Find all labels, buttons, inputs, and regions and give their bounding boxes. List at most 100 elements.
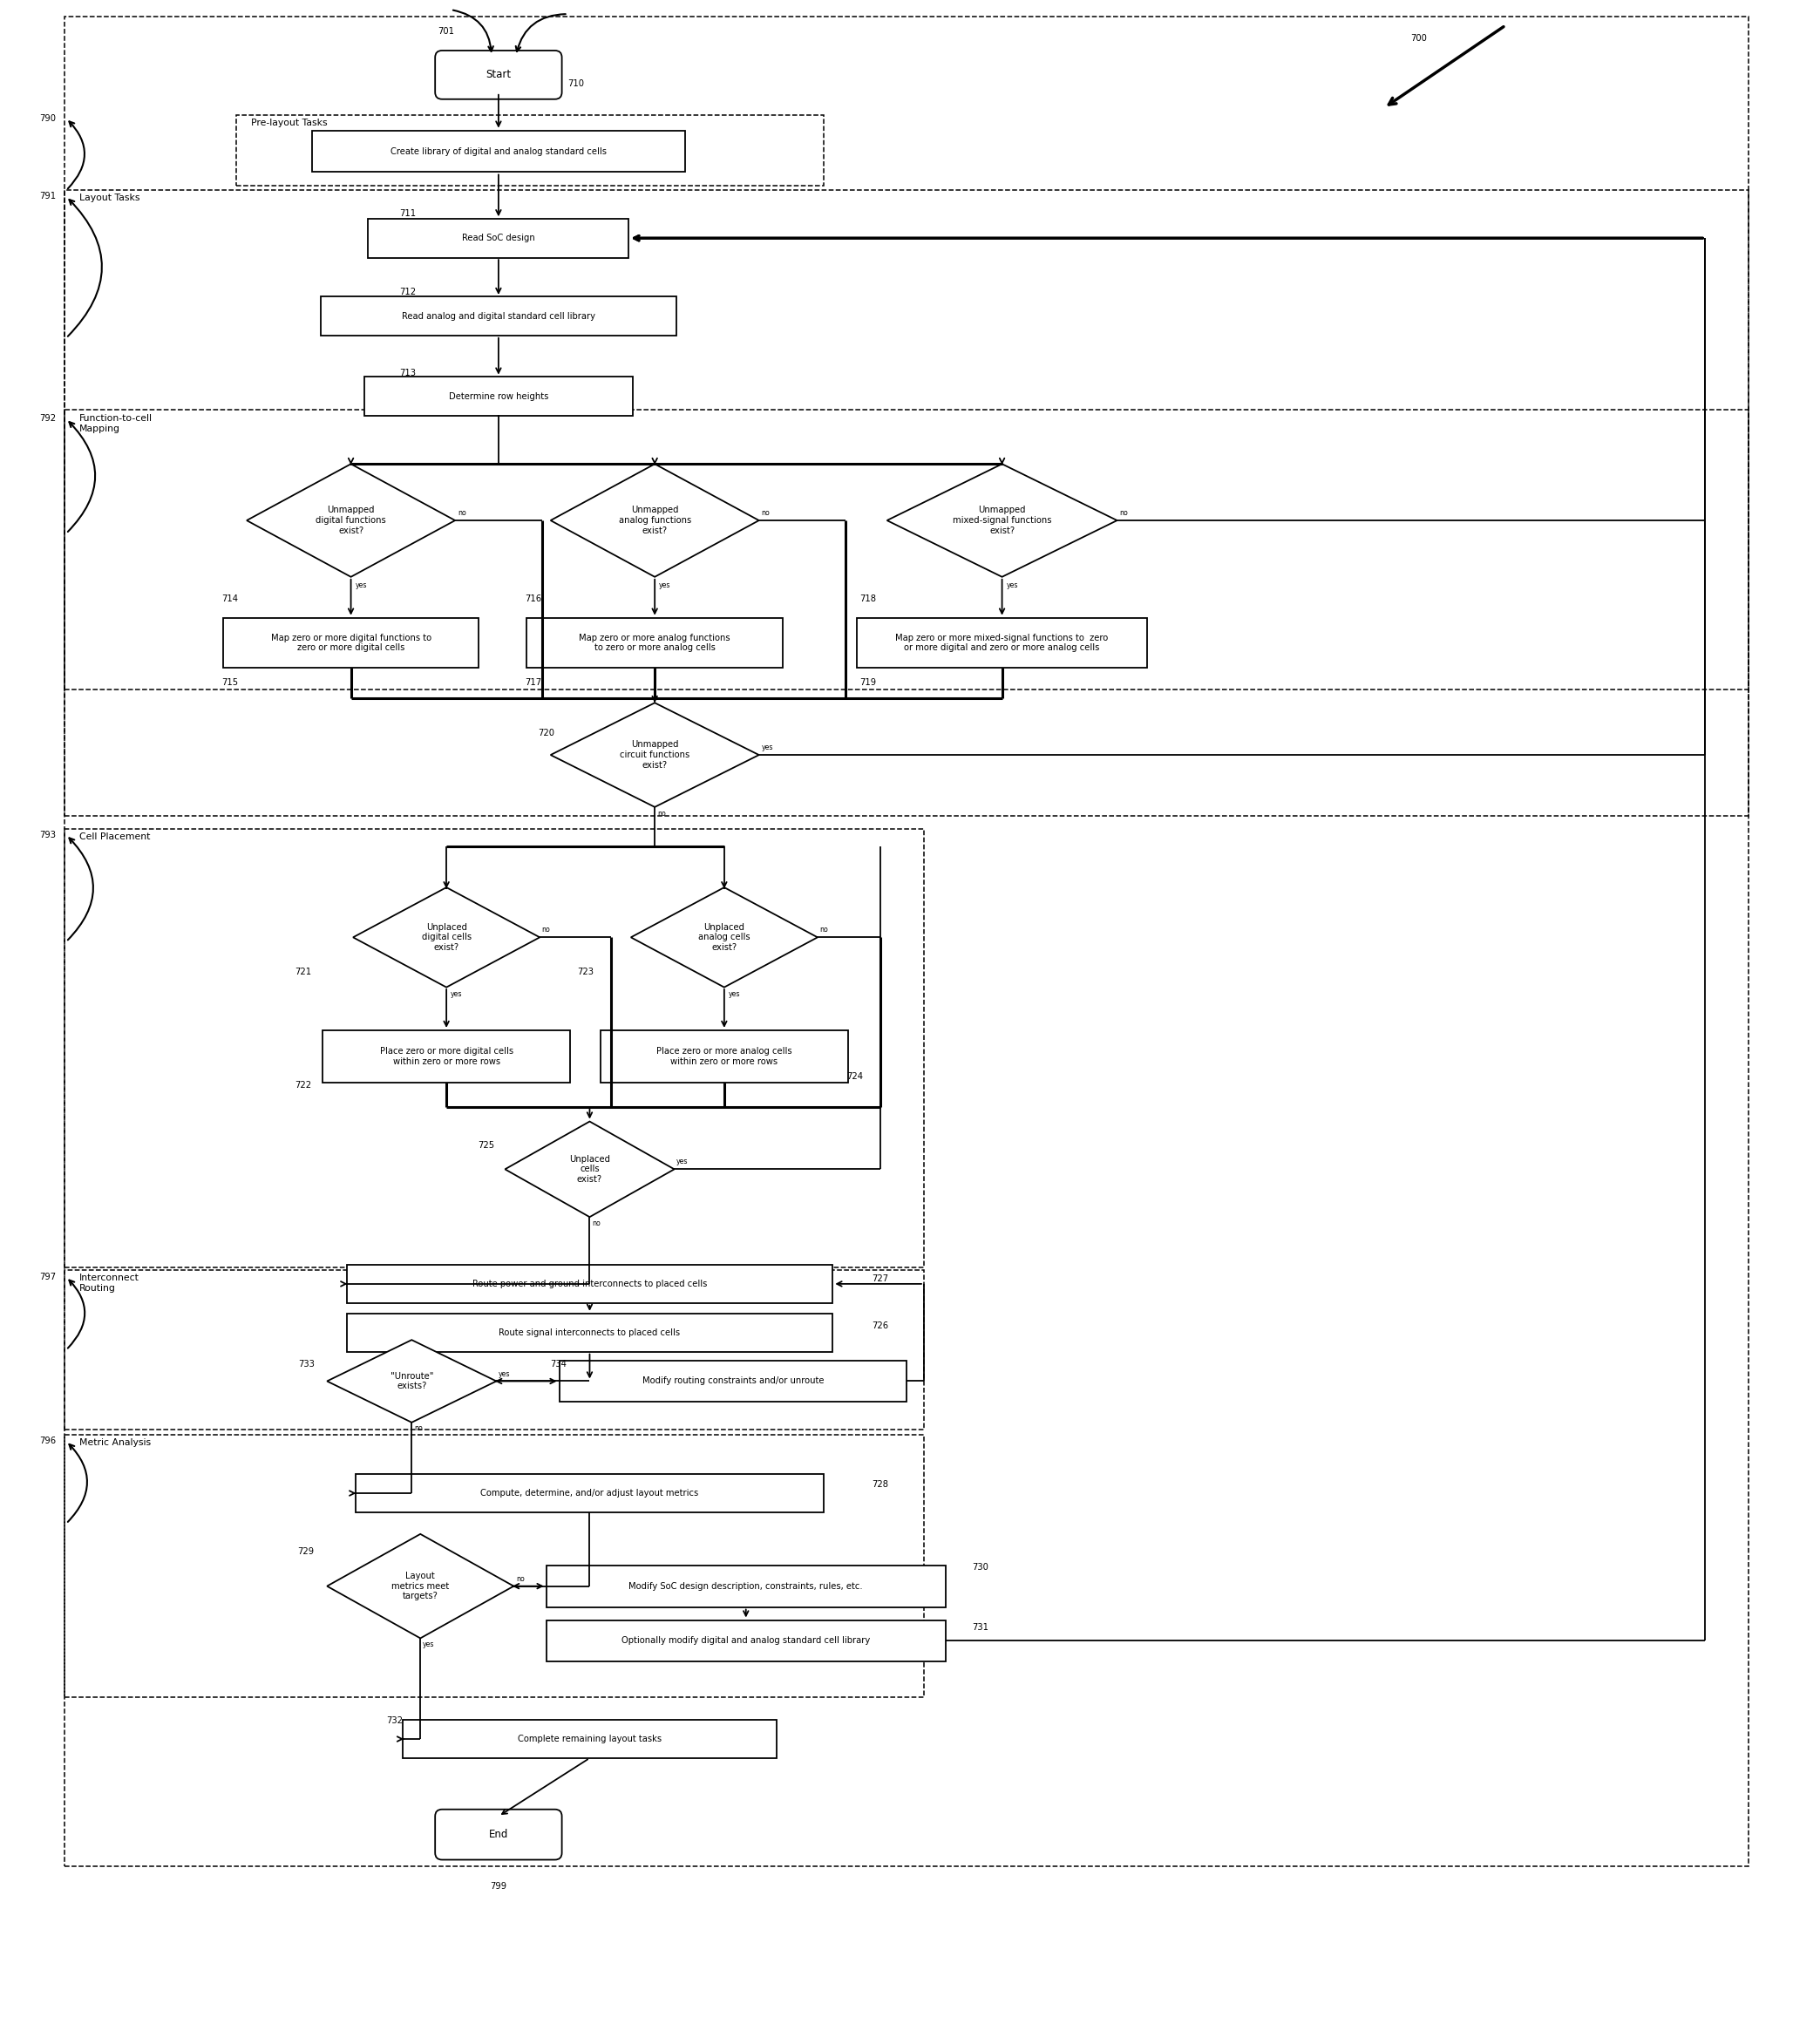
Text: "Unroute"
exists?: "Unroute" exists? <box>389 1371 433 1391</box>
Text: Unplaced
digital cells
exist?: Unplaced digital cells exist? <box>422 922 471 953</box>
Text: 723: 723 <box>577 967 593 977</box>
Polygon shape <box>248 463 455 577</box>
Text: 790: 790 <box>40 114 56 122</box>
Text: 716: 716 <box>526 595 542 603</box>
Text: 732: 732 <box>386 1716 402 1724</box>
Text: no: no <box>592 1219 601 1227</box>
Text: 733: 733 <box>298 1359 315 1369</box>
Text: Determine row heights: Determine row heights <box>450 392 548 400</box>
FancyBboxPatch shape <box>435 1810 562 1860</box>
Text: Modify routing constraints and/or unroute: Modify routing constraints and/or unrout… <box>642 1377 824 1385</box>
Text: Cell Placement: Cell Placement <box>78 833 149 841</box>
Text: Compute, determine, and/or adjust layout metrics: Compute, determine, and/or adjust layout… <box>480 1489 699 1497</box>
Text: Map zero or more digital functions to
zero or more digital cells: Map zero or more digital functions to ze… <box>271 634 431 652</box>
Text: 728: 728 <box>872 1481 888 1489</box>
FancyBboxPatch shape <box>355 1475 824 1513</box>
Text: yes: yes <box>1006 581 1017 589</box>
FancyBboxPatch shape <box>346 1265 834 1304</box>
Text: Create library of digital and analog standard cells: Create library of digital and analog sta… <box>391 146 606 156</box>
Text: Read analog and digital standard cell library: Read analog and digital standard cell li… <box>402 313 595 321</box>
Text: 799: 799 <box>490 1883 506 1891</box>
Text: 718: 718 <box>859 595 875 603</box>
Text: 796: 796 <box>38 1436 56 1446</box>
Text: 730: 730 <box>972 1562 988 1572</box>
Text: Place zero or more digital cells
within zero or more rows: Place zero or more digital cells within … <box>380 1046 513 1066</box>
Bar <box>64 410 1749 816</box>
FancyBboxPatch shape <box>320 297 677 335</box>
Text: Read SoC design: Read SoC design <box>462 234 535 242</box>
FancyBboxPatch shape <box>526 617 783 668</box>
Text: no: no <box>415 1424 422 1432</box>
Text: yes: yes <box>761 743 774 751</box>
Text: yes: yes <box>355 581 368 589</box>
Text: 726: 726 <box>872 1322 888 1330</box>
Text: Complete remaining layout tasks: Complete remaining layout tasks <box>517 1734 662 1743</box>
Text: no: no <box>819 926 828 934</box>
FancyBboxPatch shape <box>222 617 479 668</box>
Text: Unmapped
circuit functions
exist?: Unmapped circuit functions exist? <box>621 741 690 770</box>
FancyBboxPatch shape <box>435 51 562 100</box>
Polygon shape <box>353 888 541 987</box>
Text: yes: yes <box>422 1641 435 1649</box>
FancyBboxPatch shape <box>546 1566 946 1607</box>
Text: 712: 712 <box>399 288 417 297</box>
FancyBboxPatch shape <box>857 617 1147 668</box>
Polygon shape <box>328 1340 497 1422</box>
Text: 720: 720 <box>539 729 555 737</box>
FancyBboxPatch shape <box>364 376 633 416</box>
Text: Map zero or more mixed-signal functions to  zero
or more digital and zero or mor: Map zero or more mixed-signal functions … <box>895 634 1108 652</box>
Text: Layout Tasks: Layout Tasks <box>78 193 140 203</box>
FancyBboxPatch shape <box>546 1621 946 1661</box>
FancyBboxPatch shape <box>311 130 684 173</box>
Text: no: no <box>1119 510 1128 518</box>
Text: no: no <box>542 926 550 934</box>
Text: End: End <box>490 1828 508 1840</box>
Text: 725: 725 <box>477 1141 495 1150</box>
Text: Route power and ground interconnects to placed cells: Route power and ground interconnects to … <box>471 1280 706 1288</box>
Text: Route signal interconnects to placed cells: Route signal interconnects to placed cel… <box>499 1328 681 1336</box>
Bar <box>64 1269 925 1430</box>
Text: 727: 727 <box>872 1273 888 1284</box>
Text: no: no <box>457 510 466 518</box>
Bar <box>64 1436 925 1698</box>
Text: Start: Start <box>486 69 511 81</box>
Text: no: no <box>657 810 666 818</box>
Text: yes: yes <box>728 991 741 997</box>
Text: 793: 793 <box>40 831 56 839</box>
Text: 792: 792 <box>38 414 56 422</box>
FancyBboxPatch shape <box>368 219 628 258</box>
FancyBboxPatch shape <box>322 1030 570 1083</box>
Text: 729: 729 <box>298 1548 315 1556</box>
Text: yes: yes <box>451 991 462 997</box>
Text: 791: 791 <box>38 193 56 201</box>
Polygon shape <box>328 1533 513 1639</box>
Text: 700: 700 <box>1410 35 1427 43</box>
Text: Interconnect
Routing: Interconnect Routing <box>78 1273 138 1292</box>
Text: Modify SoC design description, constraints, rules, etc.: Modify SoC design description, constrain… <box>630 1582 863 1590</box>
Text: 701: 701 <box>439 26 455 37</box>
Polygon shape <box>551 703 759 806</box>
Text: Metric Analysis: Metric Analysis <box>78 1438 151 1448</box>
Text: 731: 731 <box>972 1623 988 1633</box>
Polygon shape <box>886 463 1117 577</box>
Polygon shape <box>504 1121 673 1217</box>
FancyBboxPatch shape <box>346 1314 834 1353</box>
Polygon shape <box>632 888 817 987</box>
Text: yes: yes <box>659 581 672 589</box>
Text: 711: 711 <box>399 209 417 217</box>
FancyBboxPatch shape <box>559 1361 906 1401</box>
Bar <box>237 116 824 187</box>
Text: Unmapped
mixed-signal functions
exist?: Unmapped mixed-signal functions exist? <box>952 506 1052 534</box>
Text: 734: 734 <box>551 1359 568 1369</box>
Text: Place zero or more analog cells
within zero or more rows: Place zero or more analog cells within z… <box>657 1046 792 1066</box>
Text: Map zero or more analog functions
to zero or more analog cells: Map zero or more analog functions to zer… <box>579 634 730 652</box>
Text: 717: 717 <box>526 678 542 686</box>
Text: Optionally modify digital and analog standard cell library: Optionally modify digital and analog sta… <box>622 1637 870 1645</box>
Text: Layout
metrics meet
targets?: Layout metrics meet targets? <box>391 1572 450 1600</box>
Bar <box>64 191 1749 691</box>
Text: no: no <box>761 510 770 518</box>
Text: 710: 710 <box>568 79 584 87</box>
Text: Unplaced
analog cells
exist?: Unplaced analog cells exist? <box>699 922 750 953</box>
Text: yes: yes <box>677 1158 688 1166</box>
Text: Unplaced
cells
exist?: Unplaced cells exist? <box>570 1156 610 1184</box>
